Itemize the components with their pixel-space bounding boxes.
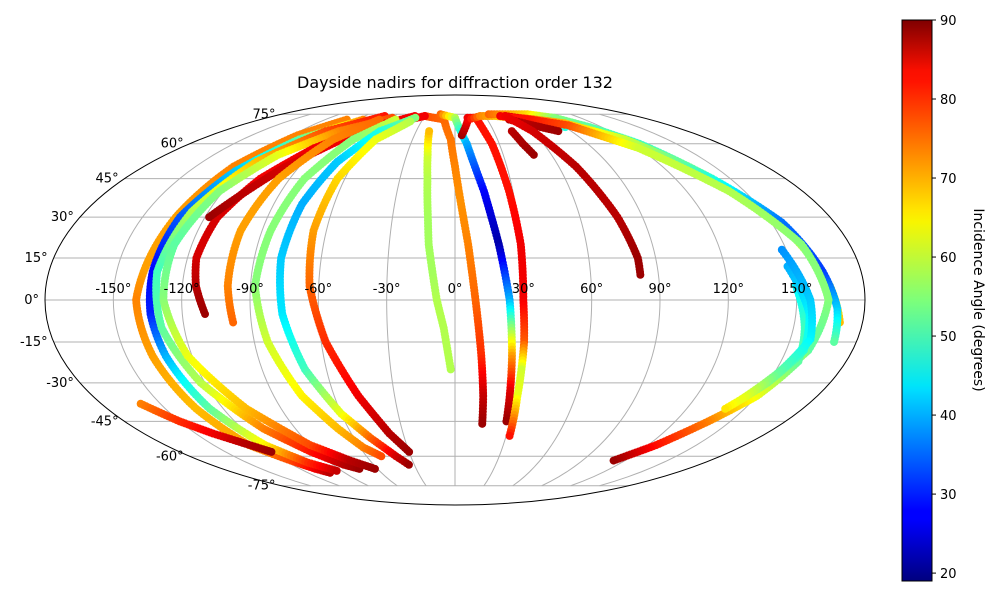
lat-tick-label: -45° bbox=[91, 414, 119, 429]
lon-tick-label: 90° bbox=[648, 282, 671, 297]
data-point bbox=[636, 270, 645, 279]
data-point bbox=[229, 318, 238, 327]
data-point bbox=[405, 447, 414, 456]
colorbar-tick-label: 50 bbox=[940, 330, 957, 345]
lon-tick-label: 150° bbox=[781, 282, 812, 297]
axis-tick-labels: -150° -120° -90° -60° -30° 0° 30° 60° 90° 120° 150… bbox=[20, 107, 812, 493]
data-point bbox=[404, 460, 413, 469]
lat-tick-label: 30° bbox=[51, 210, 74, 225]
grid-meridian bbox=[541, 113, 661, 487]
lat-tick-label: 45° bbox=[96, 172, 119, 187]
grid-meridian bbox=[386, 113, 427, 487]
data-point bbox=[205, 213, 214, 222]
data-point bbox=[377, 452, 386, 461]
grid-meridian bbox=[570, 113, 729, 487]
lon-tick-label: -150° bbox=[95, 282, 131, 297]
chart-title: Dayside nadirs for diffraction order 132 bbox=[297, 73, 613, 92]
data-point bbox=[478, 419, 487, 428]
colorbar-tick-label: 60 bbox=[940, 251, 957, 266]
colorbar-tick-label: 90 bbox=[940, 14, 957, 29]
lon-tick-label: 60° bbox=[580, 282, 603, 297]
colorbar-ticks: 20 30 40 50 60 70 80 90 bbox=[932, 14, 957, 582]
colorbar-tick-label: 80 bbox=[940, 93, 957, 108]
lon-tick-label: -60° bbox=[304, 282, 332, 297]
colorbar: 20 30 40 50 60 70 80 90 Incidence Angle (degree… bbox=[901, 14, 986, 582]
data-point bbox=[332, 466, 341, 475]
map-frame bbox=[44, 94, 866, 506]
data-point bbox=[554, 127, 563, 136]
lat-tick-label: 15° bbox=[25, 251, 48, 266]
colorbar-gradient bbox=[901, 19, 933, 582]
colorbar-tick-label: 30 bbox=[940, 488, 957, 503]
data-point bbox=[738, 394, 747, 403]
colorbar-tick-label: 20 bbox=[940, 567, 957, 582]
scatter-points bbox=[132, 110, 844, 477]
colorbar-tick-label: 70 bbox=[940, 172, 957, 187]
data-point bbox=[370, 464, 379, 473]
lat-tick-label: -75° bbox=[248, 479, 276, 494]
lon-tick-label: -120° bbox=[164, 282, 200, 297]
colorbar-label: Incidence Angle (degrees) bbox=[970, 208, 986, 391]
data-point bbox=[502, 417, 511, 426]
lat-tick-label: -15° bbox=[20, 335, 48, 350]
data-point bbox=[201, 310, 210, 319]
data-point bbox=[425, 127, 434, 136]
lat-tick-label: -60° bbox=[156, 449, 184, 464]
lat-tick-label: 75° bbox=[252, 107, 275, 122]
lon-tick-label: 120° bbox=[713, 282, 744, 297]
lat-tick-label: -30° bbox=[46, 376, 74, 391]
colorbar-tick-label: 40 bbox=[940, 409, 957, 424]
data-point bbox=[267, 447, 276, 456]
data-point bbox=[830, 337, 839, 346]
lon-tick-label: 0° bbox=[448, 282, 463, 297]
data-point bbox=[609, 456, 618, 465]
lat-tick-label: 0° bbox=[24, 293, 39, 308]
grid-meridian bbox=[112, 113, 311, 487]
lon-tick-label: -90° bbox=[236, 282, 264, 297]
lon-tick-label: -30° bbox=[373, 282, 401, 297]
data-point bbox=[721, 404, 730, 413]
grid-meridian bbox=[512, 113, 593, 487]
data-point bbox=[529, 150, 538, 159]
data-point bbox=[505, 431, 514, 440]
lon-tick-label: 30° bbox=[512, 282, 535, 297]
lat-tick-label: 60° bbox=[161, 137, 184, 152]
